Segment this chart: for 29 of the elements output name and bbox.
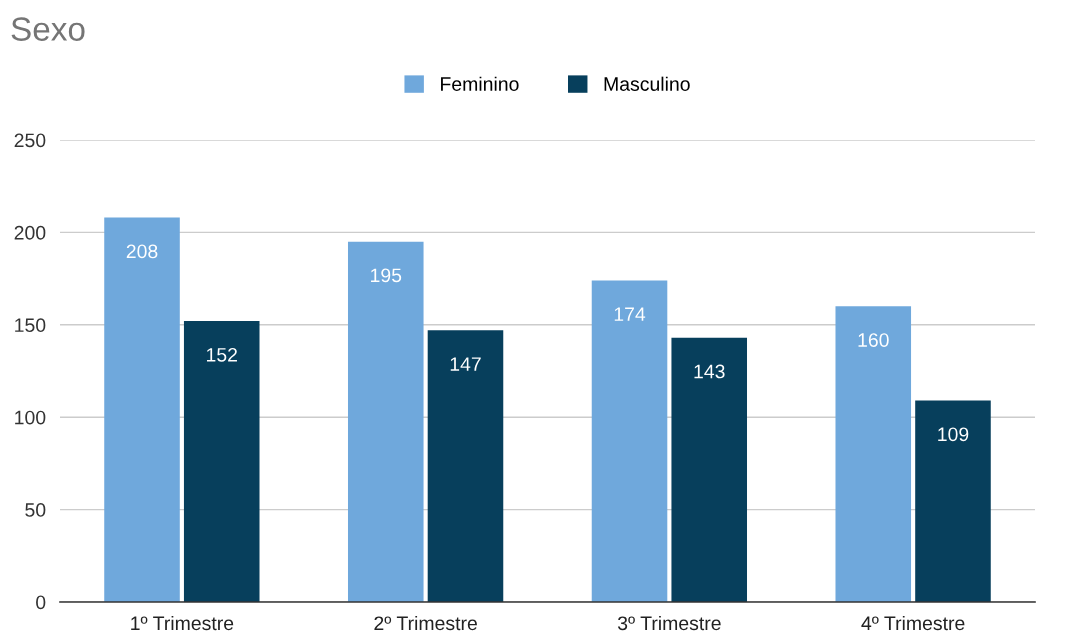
- bar: [671, 337, 748, 602]
- legend-label: Feminino: [441, 76, 519, 91]
- bar: [835, 306, 912, 602]
- data-label: 147: [450, 357, 481, 371]
- x-tick-label: 3º Trimestre: [617, 615, 721, 631]
- legend-label: Masculino: [604, 76, 690, 91]
- chart-title: Sexo: [11, 17, 85, 41]
- y-tick-label: 100: [15, 410, 46, 425]
- bar: [427, 330, 504, 602]
- y-tick-label: 200: [14, 225, 46, 240]
- data-label: 208: [126, 244, 158, 259]
- bar: [915, 400, 991, 602]
- y-tick-label: 250: [14, 133, 46, 148]
- data-label: 160: [858, 333, 889, 347]
- bar: [183, 321, 260, 602]
- data-label: 143: [694, 364, 725, 379]
- x-tick-label: 1º Trimestre: [131, 615, 234, 631]
- bar: [347, 241, 424, 602]
- x-tick-label: 4º Trimestre: [861, 615, 965, 631]
- x-tick-label: 2º Trimestre: [374, 615, 477, 631]
- data-label: 195: [371, 268, 402, 283]
- y-tick-label: 50: [25, 503, 46, 517]
- data-label: 174: [614, 307, 646, 321]
- data-label: 152: [206, 347, 237, 362]
- y-tick-label: 0: [36, 595, 46, 610]
- y-tick-label: 150: [15, 318, 46, 333]
- data-label: 109: [938, 427, 969, 442]
- bar: [104, 217, 180, 602]
- bar: [591, 280, 668, 602]
